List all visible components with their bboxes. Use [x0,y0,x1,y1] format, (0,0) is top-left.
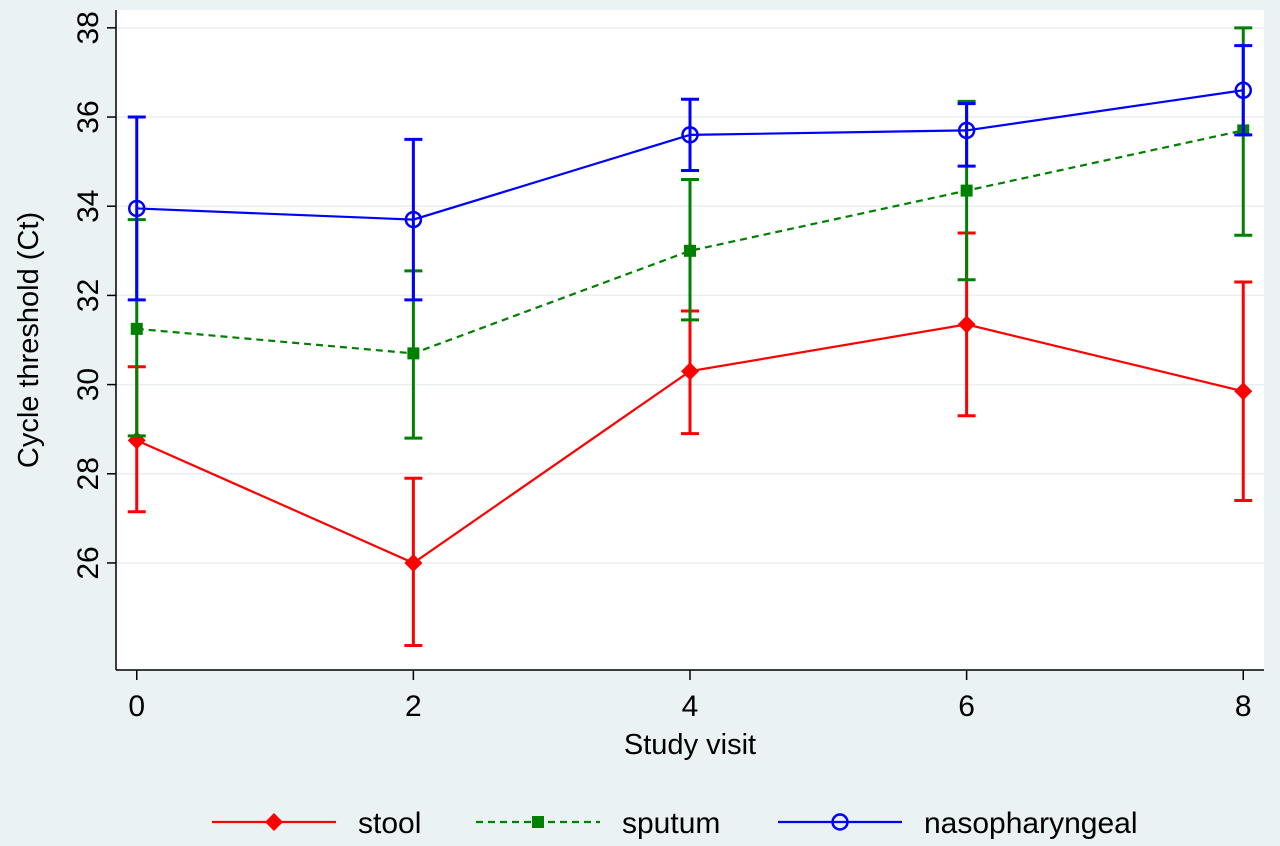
legend-label: nasopharyngeal [924,807,1138,840]
data-point-nasopharyngeal [1234,81,1253,100]
y-tick-label: 38 [72,11,105,44]
x-axis-title: Study visit [624,729,756,761]
legend-item-stool: stool [212,807,421,840]
data-point-sputum [684,244,696,257]
y-tick-label: 32 [72,279,105,312]
data-point-stool [681,362,699,381]
series-layer [127,26,1253,647]
legend-label: sputum [622,807,720,840]
data-point-stool [404,553,423,572]
x-tick-label: 2 [405,690,422,723]
legend-item-sputum: sputum [476,807,720,840]
x-tick-label: 0 [128,690,145,723]
legend-item-nasopharyngeal: nasopharyngeal [778,807,1138,840]
data-point-nasopharyngeal [404,210,423,229]
data-point-sputum [407,347,420,360]
y-tick-label: 30 [72,368,105,401]
series-line-nasopharyngeal [136,89,1244,221]
data-point-nasopharyngeal [127,199,146,218]
y-axis-title: Cycle threshold (Ct) [13,212,45,468]
x-tick-label: 8 [1235,690,1252,723]
x-tick-label: 4 [682,690,699,723]
x-axis-ticks: 0 2 4 6 8 [128,670,1252,723]
series-nasopharyngeal [127,44,1253,302]
series-line-sputum [136,129,1244,355]
series-stool [127,231,1253,647]
data-point-stool [957,315,976,334]
legend-marker [831,813,849,831]
y-axis-ticks: 26 28 30 32 34 36 38 [72,11,116,580]
legend: stool sputum nasopharyngeal [212,807,1138,840]
data-point-stool [1234,382,1253,401]
data-point-nasopharyngeal [957,121,976,140]
y-tick-label: 36 [72,100,105,133]
x-tick-label: 6 [958,690,975,723]
y-tick-label: 26 [72,546,105,579]
y-tick-label: 34 [72,190,105,223]
data-point-sputum [130,322,143,335]
data-point-sputum [960,184,973,197]
legend-marker [265,813,283,831]
legend-marker [532,816,544,828]
legend-label: stool [358,807,421,840]
data-point-nasopharyngeal [681,126,699,144]
y-tick-label: 28 [72,457,105,490]
